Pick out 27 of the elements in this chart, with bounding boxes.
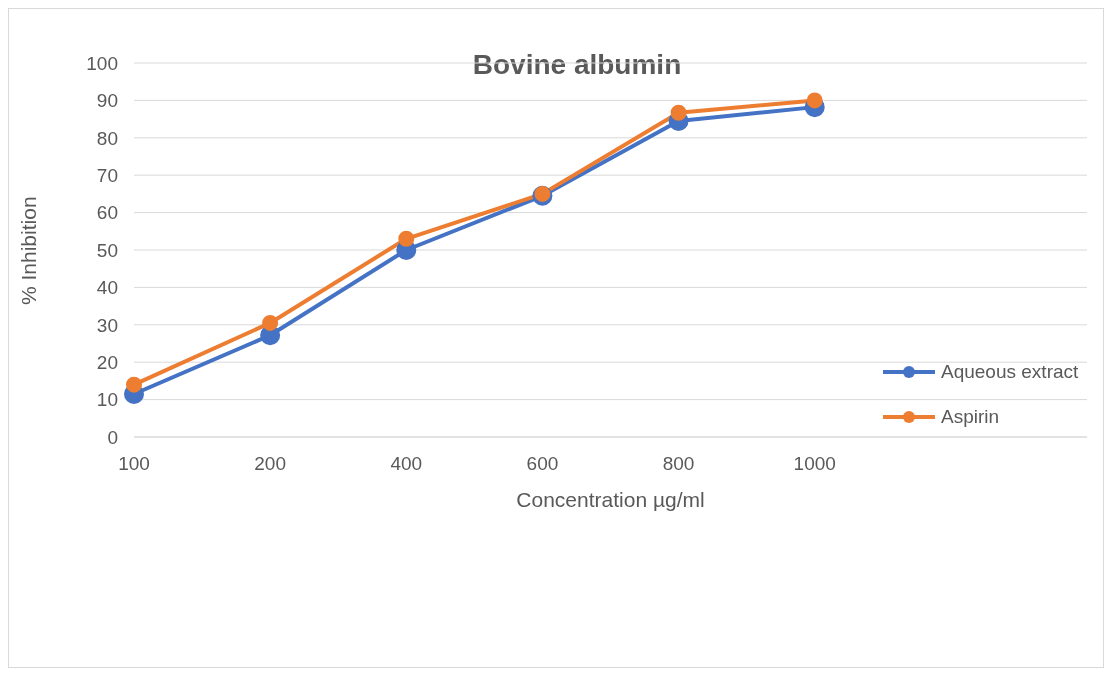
- point: [126, 376, 142, 393]
- y-tick-label: 50: [96, 239, 118, 261]
- x-tick-label: 600: [526, 453, 559, 475]
- point: [806, 92, 823, 109]
- point: [670, 104, 687, 121]
- y-axis-title: % Inhibition: [17, 196, 41, 305]
- y-tick-label: 90: [96, 90, 118, 112]
- x-tick-label: 1000: [793, 453, 836, 475]
- y-tick-label: 60: [96, 202, 118, 224]
- y-tick-label: 0: [107, 426, 118, 448]
- point: [398, 230, 415, 247]
- point: [262, 314, 279, 331]
- x-tick-label: 400: [390, 453, 423, 475]
- y-tick-label: 30: [96, 314, 118, 336]
- x-tick-label: 100: [118, 453, 150, 475]
- y-tick-label: 10: [96, 389, 118, 411]
- y-tick-label: 80: [96, 127, 118, 149]
- y-tick-label: 70: [96, 164, 118, 186]
- x-tick-label: 200: [254, 453, 286, 475]
- x-tick-label: 800: [662, 453, 695, 475]
- y-tick-label: 20: [96, 351, 118, 373]
- y-tick-label: 40: [96, 277, 118, 299]
- legend-label: Aspirin: [941, 405, 1000, 428]
- legend-label: Aqueous extract: [941, 360, 1079, 383]
- y-tick-label: 100: [86, 52, 118, 74]
- x-axis-title: Concentration µg/ml: [516, 488, 705, 511]
- chart-title: Bovine albumin: [472, 49, 682, 80]
